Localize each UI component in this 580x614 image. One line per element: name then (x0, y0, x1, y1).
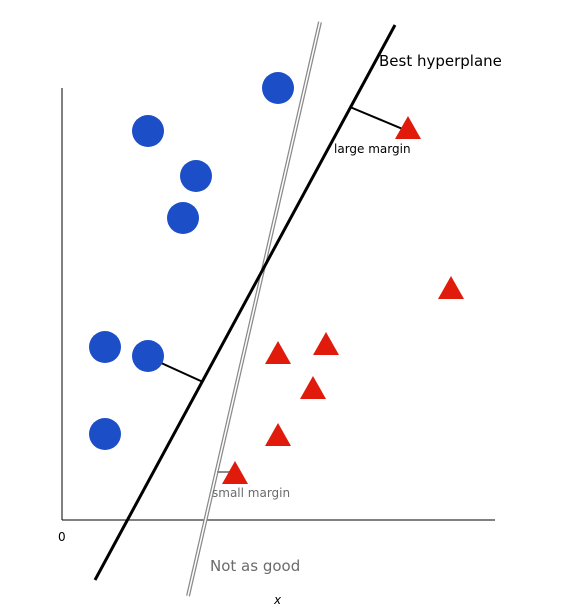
small-margin-label: small margin (212, 486, 290, 500)
best-hyperplane-label: Best hyperplane (379, 52, 502, 70)
circle-point (262, 72, 294, 104)
not-as-good-label: Not as good (210, 557, 300, 575)
circle-point (89, 418, 121, 450)
triangle-point (313, 332, 339, 355)
triangle-point (222, 461, 248, 484)
circle-point (132, 115, 164, 147)
triangle-point (265, 423, 291, 446)
triangle-point (265, 341, 291, 364)
best-hyperplane-line (93, 24, 397, 581)
circle-class (89, 72, 294, 450)
not-as-good-hyperplane (186, 21, 322, 597)
triangle-point (395, 116, 421, 139)
circle-point (132, 340, 164, 372)
origin-label: 0 (58, 530, 66, 544)
large-margin-label: large margin (334, 142, 411, 156)
circle-point (167, 202, 199, 234)
triangle-point (300, 376, 326, 399)
triangle-point (438, 276, 464, 299)
circle-point (180, 160, 212, 192)
x-axis-label: x (273, 593, 282, 607)
circle-point (89, 331, 121, 363)
large-margin-connector (349, 106, 406, 131)
triangle-class (222, 116, 464, 484)
